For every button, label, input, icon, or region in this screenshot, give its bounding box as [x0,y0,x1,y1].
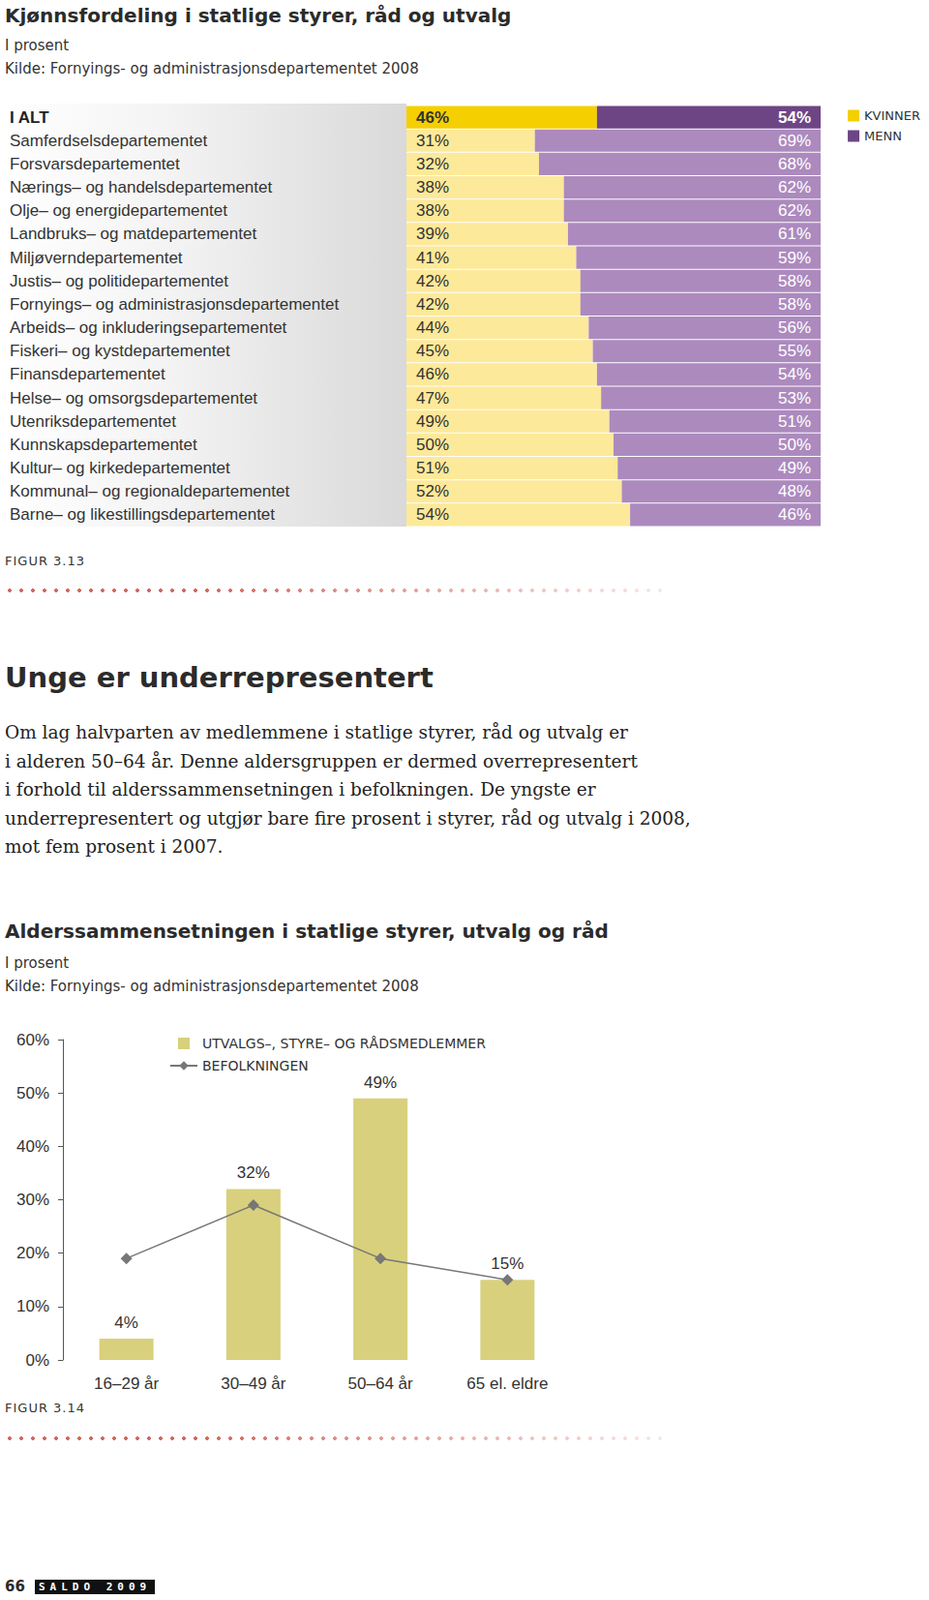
svg-text:49%: 49% [363,1073,397,1092]
svg-text:Helse– og omsorgsdepartementet: Helse– og omsorgsdepartementet [9,389,258,408]
svg-text:31%: 31% [416,131,450,150]
svg-text:59%: 59% [778,248,811,268]
svg-text:46%: 46% [778,505,811,524]
svg-text:51%: 51% [416,458,450,478]
svg-text:30%: 30% [16,1190,50,1209]
svg-text:45%: 45% [416,341,450,360]
svg-text:58%: 58% [778,295,811,314]
svg-text:38%: 38% [416,178,450,197]
svg-text:54%: 54% [416,505,450,524]
svg-text:20%: 20% [16,1243,50,1262]
html-text:Kilde: Fornyings- og administr: Kilde: Fornyings- og administrasjonsdepa… [4,59,419,78]
svg-text:50%: 50% [778,435,811,454]
svg-text:Barne– og likestillingsdeparte: Barne– og likestillingsdepartementet [9,505,275,524]
html-text:underrepresentert og utgjør ba: underrepresentert og utgjør bare fire pr… [4,807,691,828]
html-text:Kilde: Fornyings- og administr: Kilde: Fornyings- og administrasjonsdepa… [4,977,419,995]
html-text:Om lag halvparten av medlemmen: Om lag halvparten av medlemmene i statli… [4,721,629,743]
svg-text:UTVALGS–, STYRE– OG RÅDSMEDLEM: UTVALGS–, STYRE– OG RÅDSMEDLEMMER [202,1035,486,1051]
svg-text:55%: 55% [778,341,811,360]
html-text:i forhold til alderssammensetn: i forhold til alderssammensetningen i be… [4,779,596,800]
svg-text:Miljøverndepartementet: Miljøverndepartementet [9,248,183,268]
svg-text:46%: 46% [416,364,450,384]
svg-text:68%: 68% [778,154,811,174]
svg-text:54%: 54% [778,364,811,384]
svg-text:54%: 54% [778,108,811,127]
html-text:FIGUR 3.13: FIGUR 3.13 [4,553,86,569]
svg-text:Arbeids– og inkluderingseparte: Arbeids– og inkluderingsepartementet [9,318,288,337]
html-text:mot fem prosent i 2007.: mot fem prosent i 2007. [4,836,224,857]
svg-text:49%: 49% [416,412,450,431]
svg-text:40%: 40% [16,1137,50,1156]
svg-text:0%: 0% [25,1350,50,1370]
svg-text:60%: 60% [16,1030,50,1049]
svg-text:4%: 4% [114,1313,139,1332]
svg-text:53%: 53% [778,389,811,408]
svg-text:10%: 10% [16,1296,50,1316]
svg-text:61%: 61% [778,224,811,243]
html-text:I prosent: I prosent [4,954,69,972]
svg-text:42%: 42% [416,271,450,291]
svg-text:49%: 49% [778,458,811,478]
svg-text:Kommunal– og regionaldeparteme: Kommunal– og regionaldepartementet [9,481,290,501]
svg-text:47%: 47% [416,389,450,408]
svg-text:62%: 62% [778,201,811,220]
svg-text:Landbruks– og matdepartementet: Landbruks– og matdepartementet [9,224,257,243]
html-text:Unge er underrepresentert: Unge er underrepresentert [4,660,434,694]
svg-text:Nærings– og handelsdepartement: Nærings– og handelsdepartementet [9,178,273,197]
svg-text:32%: 32% [416,154,450,174]
svg-text:Fiskeri– og kystdepartementet: Fiskeri– og kystdepartementet [9,341,231,360]
svg-text:58%: 58% [778,271,811,291]
svg-text:69%: 69% [778,131,811,150]
svg-text:Olje– og energidepartementet: Olje– og energidepartementet [9,201,228,220]
svg-text:30–49 år: 30–49 år [220,1374,286,1393]
html-text:66: 66 [4,1577,26,1595]
svg-text:Utenriksdepartementet: Utenriksdepartementet [9,412,177,431]
svg-text:15%: 15% [490,1254,524,1273]
html-text:I prosent: I prosent [4,36,69,55]
svg-text:46%: 46% [416,108,450,127]
html-text:i alderen 50–64 år. Denne alde: i alderen 50–64 år. Denne aldersgruppen … [4,750,638,771]
svg-text:32%: 32% [237,1163,270,1182]
svg-text:48%: 48% [778,481,811,501]
svg-text:42%: 42% [416,295,450,314]
svg-text:MENN: MENN [864,128,902,144]
html-text:Alderssammensetningen i statli: Alderssammensetningen i statlige styrer,… [4,919,609,943]
svg-text:38%: 38% [416,201,450,220]
svg-text:41%: 41% [416,248,450,268]
svg-text:I ALT: I ALT [9,108,50,127]
html-text:FIGUR 3.14: FIGUR 3.14 [4,1400,86,1415]
svg-text:Samferdselsdepartementet: Samferdselsdepartementet [9,131,208,150]
svg-text:39%: 39% [416,224,450,243]
svg-text:56%: 56% [778,318,811,337]
svg-text:65 el. eldre: 65 el. eldre [466,1374,548,1393]
svg-text:Finansdepartementet: Finansdepartementet [9,364,166,384]
svg-text:50–64 år: 50–64 år [348,1374,414,1393]
svg-text:50%: 50% [416,435,450,454]
svg-text:62%: 62% [778,178,811,197]
html-text:Kjønnsfordeling i statlige sty: Kjønnsfordeling i statlige styrer, råd o… [4,3,512,28]
svg-text:Justis– og politidepartementet: Justis– og politidepartementet [9,271,229,291]
svg-text:Kunnskapsdepartementet: Kunnskapsdepartementet [9,435,198,454]
svg-text:KVINNER: KVINNER [864,108,921,123]
svg-text:Forsvarsdepartementet: Forsvarsdepartementet [9,154,180,174]
svg-text:16–29 år: 16–29 år [93,1374,159,1393]
html-text:SALDO 2009: SALDO 2009 [38,1580,152,1593]
svg-text:Kultur– og kirkedepartementet: Kultur– og kirkedepartementet [9,458,231,478]
svg-text:BEFOLKNINGEN: BEFOLKNINGEN [202,1057,309,1074]
svg-text:50%: 50% [16,1083,50,1103]
svg-text:52%: 52% [416,481,450,501]
svg-text:Fornyings– og administrasjonsd: Fornyings– og administrasjonsdepartement… [9,295,339,314]
svg-text:44%: 44% [416,318,450,337]
svg-text:51%: 51% [778,412,811,431]
